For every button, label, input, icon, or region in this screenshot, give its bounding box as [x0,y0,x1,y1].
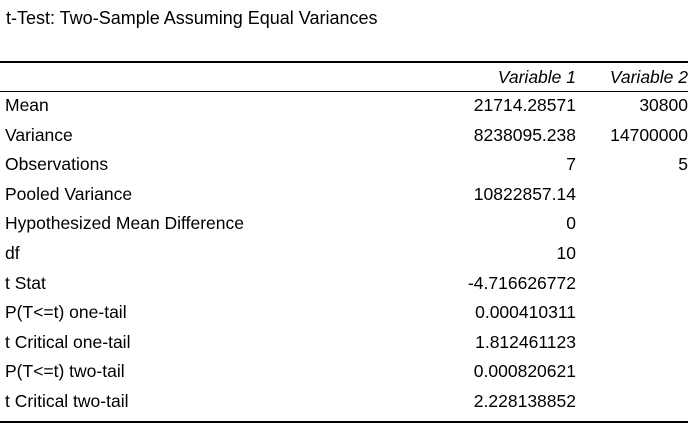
table-row: P(T<=t) one-tail 0.000410311 [0,298,690,328]
row-value-variable-2: 14700000 [610,124,688,145]
ttest-results-table: Variable 1 Variable 2 Mean 21714.28571 3… [0,63,690,417]
row-value-variable-2 [578,387,690,417]
table-row: t Critical two-tail 2.228138852 [0,387,690,417]
row-value-variable-2 [578,269,690,299]
row-label: Mean [5,95,49,115]
row-value-variable-1: 8238095.238 [473,124,576,145]
header-variable-2: Variable 2 [609,67,688,87]
row-value-variable-2: 30800 [639,95,688,115]
row-label: t Critical two-tail [5,390,129,411]
table-row: df 10 [0,239,690,269]
row-value-variable-2 [578,209,690,239]
table-row: t Critical one-tail 1.812461123 [0,328,690,358]
row-value-variable-1: 21714.28571 [473,95,576,115]
row-value-variable-2 [578,298,690,328]
row-value-variable-1: 10822857.14 [473,183,576,204]
row-label: P(T<=t) two-tail [5,361,125,382]
row-value-variable-2: 5 [678,154,688,175]
row-value-variable-1: 0 [566,213,576,234]
table-row: Mean 21714.28571 30800 [0,91,690,121]
table-bottom-border [0,421,688,423]
row-label: t Critical one-tail [5,331,131,352]
row-value-variable-1: 0.000410311 [475,302,576,323]
row-label: Observations [5,154,109,175]
header-bottom-border [0,91,688,92]
row-value-variable-1: 10 [556,242,576,263]
row-label: Variance [5,124,73,145]
row-label: P(T<=t) one-tail [5,302,127,323]
header-row: Variable 1 Variable 2 [0,63,690,91]
header-variable-1: Variable 1 [497,67,576,87]
row-value-variable-1: 1.812461123 [475,331,576,352]
row-value-variable-1: -4.716626772 [467,272,576,293]
row-label: df [5,242,20,263]
table-row: t Stat -4.716626772 [0,269,690,299]
row-value-variable-2 [578,357,690,387]
table-row: Pooled Variance 10822857.14 [0,180,690,210]
row-value-variable-2 [578,328,690,358]
output-title: t-Test: Two-Sample Assuming Equal Varian… [6,8,378,28]
row-value-variable-1: 0.000820621 [473,361,576,382]
row-value-variable-1: 7 [566,154,576,175]
table-top-border [0,61,688,63]
table-row: P(T<=t) two-tail 0.000820621 [0,357,690,387]
row-value-variable-2 [578,180,690,210]
row-label: t Stat [5,272,46,293]
row-value-variable-1: 2.228138852 [473,390,576,411]
header-label-cell [0,63,450,91]
table-row: Hypothesized Mean Difference 0 [0,209,690,239]
row-value-variable-2 [578,239,690,269]
row-label: Pooled Variance [5,183,133,204]
table-row: Observations 7 5 [0,150,690,180]
table-row: Variance 8238095.238 14700000 [0,121,690,151]
row-label: Hypothesized Mean Difference [5,213,244,234]
